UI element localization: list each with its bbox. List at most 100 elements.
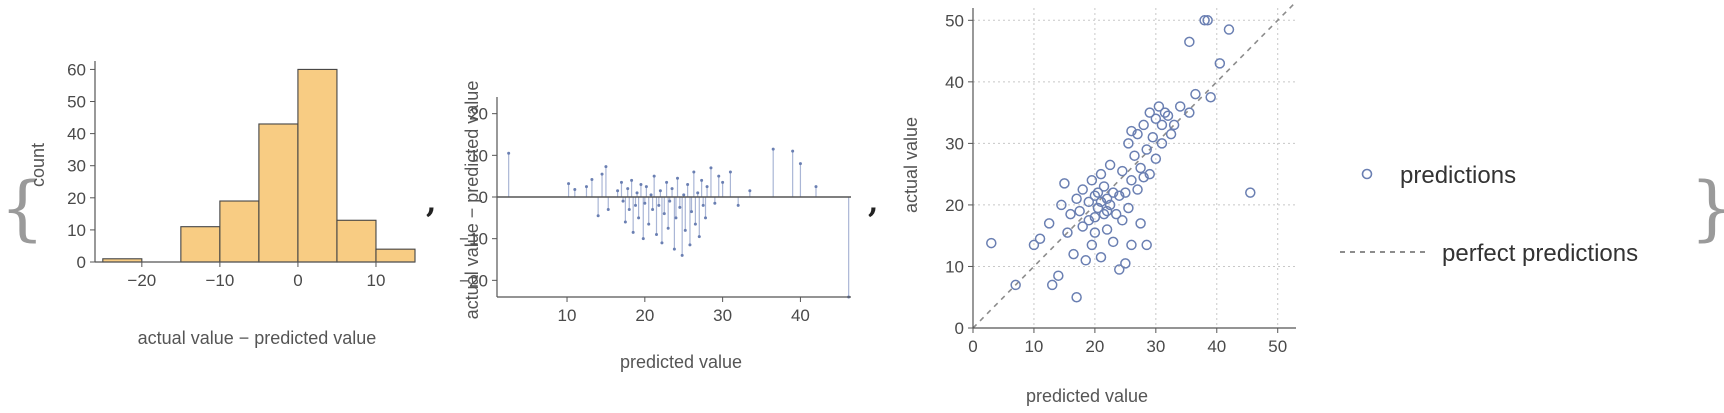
- scatter-point: [1138, 119, 1149, 131]
- scatter-y-tick-label: 0: [955, 319, 964, 338]
- residual-point: [798, 162, 802, 166]
- scatter-point: [1083, 196, 1095, 208]
- scatter-point: [1056, 199, 1067, 211]
- histogram-x-tick-label: −20: [127, 271, 156, 290]
- residual-point: [654, 233, 658, 236]
- scatter-point: [1010, 279, 1021, 291]
- residual-point: [641, 237, 645, 241]
- residual-point: [616, 189, 620, 193]
- residual-point: [692, 170, 696, 174]
- residual-point: [696, 191, 700, 195]
- scatter-y-tick-label: 20: [945, 196, 964, 215]
- scatter-x-tick-label: 40: [1207, 337, 1226, 356]
- residual-point: [600, 172, 604, 176]
- scatter-point: [1114, 264, 1125, 275]
- residual-point: [693, 222, 697, 226]
- perfect-predictions-line: [972, 1, 1297, 329]
- scatter-point: [1150, 113, 1162, 125]
- scatter-point: [1123, 138, 1134, 149]
- actual-vs-predicted-chart: 0 10 20 30 40 50 0 10 20 30 40 50 predicted value a…: [901, 1, 1297, 406]
- comma-2: ,: [868, 185, 878, 220]
- scatter-point: [1074, 205, 1085, 217]
- scatter-y-axis-label: actual value: [901, 117, 921, 213]
- histogram-y-axis-label: count: [28, 143, 48, 187]
- residual-point: [630, 178, 634, 182]
- scatter-point: [1141, 144, 1152, 155]
- residual-point: [662, 212, 666, 216]
- residual-point: [606, 208, 610, 211]
- residual-point: [596, 214, 600, 218]
- scatter-point: [1190, 88, 1201, 100]
- residual-axes: 10 20 30 40 −20 −10 0 10 20: [459, 97, 851, 325]
- residual-points: [507, 147, 851, 299]
- residual-point: [633, 203, 637, 207]
- scatter-point: [1071, 291, 1082, 303]
- histogram-bar: [180, 226, 221, 263]
- scatter-point: [1034, 233, 1046, 245]
- scatter-point: [1153, 101, 1165, 112]
- scatter-point: [1126, 239, 1137, 251]
- scatter-point: [1046, 279, 1058, 291]
- scatter-point: [1114, 190, 1125, 201]
- histogram-y-tick-label: 10: [67, 221, 86, 240]
- residual-x-tick-label: 20: [635, 306, 654, 325]
- residual-point: [627, 208, 631, 211]
- scatter-y-tick-label: 10: [945, 257, 964, 276]
- residual-point: [678, 205, 682, 209]
- histogram-x-tick-label: −10: [205, 271, 234, 290]
- residual-point: [705, 185, 709, 189]
- scatter-point: [1120, 187, 1131, 198]
- residual-x-tick-label: 40: [791, 306, 810, 325]
- scatter-y-tick-label: 40: [945, 73, 964, 92]
- residual-point: [507, 151, 511, 155]
- residual-x-axis-label: predicted value: [620, 352, 742, 372]
- residual-point: [686, 183, 690, 186]
- scatter-point: [1245, 187, 1256, 198]
- scatter-point: [1126, 125, 1137, 137]
- histogram-bar: [297, 68, 338, 263]
- scatter-point: [1144, 107, 1155, 118]
- residual-point: [666, 226, 670, 230]
- scatter-point: [1104, 159, 1116, 171]
- residual-y-tick-label: −20: [459, 271, 488, 290]
- scatter-point: [1077, 184, 1088, 195]
- scatter-point: [1083, 215, 1095, 226]
- scatter-point: [1077, 221, 1088, 232]
- residual-point: [619, 180, 623, 184]
- residual-y-axis-label: actual value − predicted value: [462, 81, 482, 320]
- histogram-y-tick-label: 40: [67, 125, 86, 144]
- scatter-x-axis-label: predicted value: [1026, 386, 1148, 406]
- residual-point: [652, 174, 656, 178]
- histogram-y-tick-label: 0: [77, 253, 86, 272]
- scatter-x-tick-label: 50: [1268, 337, 1287, 356]
- residual-point: [736, 203, 740, 207]
- scatter-point: [1156, 138, 1168, 149]
- scatter-point: [1144, 168, 1155, 180]
- scatter-point: [1043, 218, 1055, 229]
- histogram-y-tick-label: 60: [67, 60, 86, 79]
- histogram-y-tick-label: 30: [67, 157, 86, 176]
- residual-point: [670, 187, 674, 191]
- legend-perfect-predictions-label: perfect predictions: [1442, 240, 1638, 267]
- scatter-point: [1132, 128, 1143, 140]
- histogram-bar: [375, 248, 416, 263]
- residual-point: [701, 203, 705, 207]
- scatter-point: [1089, 211, 1101, 223]
- residual-point: [649, 193, 653, 197]
- legend-predictions-label: predictions: [1400, 162, 1516, 189]
- scatter-point: [1223, 24, 1235, 35]
- scatter-x-tick-label: 20: [1085, 337, 1104, 356]
- scatter-point: [1089, 190, 1101, 201]
- scatter-point: [1168, 119, 1180, 131]
- scatter-point: [1107, 236, 1119, 248]
- histogram-y-tick-label: 20: [67, 189, 86, 208]
- scatter-point: [1101, 205, 1113, 217]
- residual-y-tick-label: 0: [479, 188, 488, 207]
- scatter-x-tick-label: 30: [1146, 337, 1165, 356]
- residual-point: [676, 176, 680, 180]
- scatter-axes: 0 10 20 30 40 50 0 10 20 30 40 50: [945, 8, 1296, 356]
- residual-y-tick-label: 10: [469, 146, 488, 165]
- histogram-x-tick-label: 0: [293, 271, 302, 290]
- residual-point: [683, 228, 687, 232]
